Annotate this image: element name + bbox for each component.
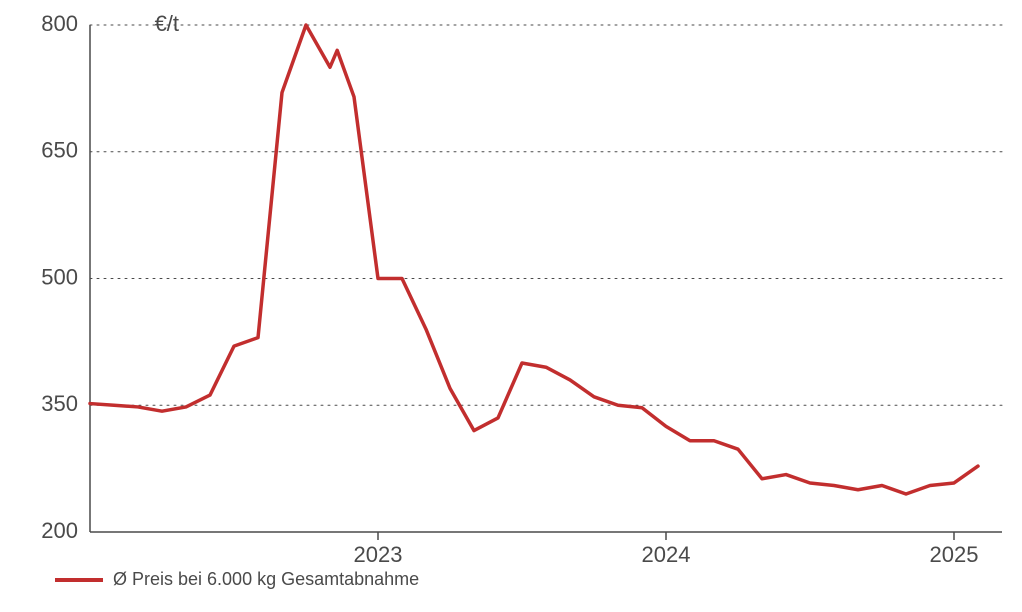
y-tick-label: 650	[41, 138, 78, 163]
y-tick-label: 500	[41, 264, 78, 289]
legend-label: Ø Preis bei 6.000 kg Gesamtabnahme	[113, 569, 419, 589]
y-tick-label: 800	[41, 11, 78, 36]
chart-svg: 200 350 500 650 800 €/t 2023 2024 2025 Ø Preis be…	[0, 0, 1022, 612]
x-tick-label: 2025	[930, 542, 979, 567]
y-tick-label: 350	[41, 391, 78, 416]
x-tick-label: 2024	[642, 542, 691, 567]
y-tick-label: 200	[41, 518, 78, 543]
x-tick-label: 2023	[354, 542, 403, 567]
y-unit-label: €/t	[155, 11, 179, 36]
legend-swatch	[55, 578, 103, 582]
price-line-chart: 200 350 500 650 800 €/t 2023 2024 2025 Ø Preis be…	[0, 0, 1022, 612]
